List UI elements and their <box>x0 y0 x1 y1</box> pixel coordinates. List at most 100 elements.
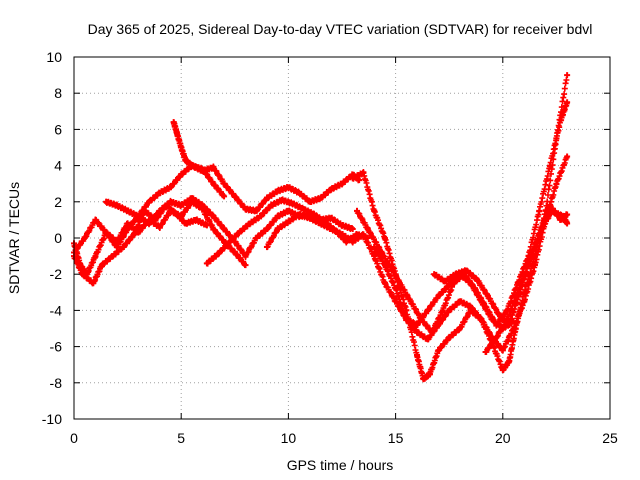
data-point <box>328 186 335 193</box>
data-point <box>178 144 185 151</box>
data-point <box>456 325 463 332</box>
y-tick-label: -2 <box>50 266 63 282</box>
data-point <box>564 72 571 79</box>
data-point <box>188 162 195 169</box>
data-point <box>499 367 506 374</box>
data-point <box>482 303 489 310</box>
data-point <box>182 220 189 227</box>
data-point <box>306 215 313 222</box>
data-point <box>510 325 517 332</box>
data-point <box>420 376 427 383</box>
data-point <box>317 195 324 202</box>
data-point <box>221 193 228 200</box>
data-point <box>403 316 410 323</box>
data-point <box>268 202 275 209</box>
data-point <box>124 207 131 214</box>
series-layer <box>71 72 571 383</box>
data-point <box>493 321 500 328</box>
data-point <box>484 292 491 299</box>
x-tick-label: 20 <box>495 430 511 446</box>
data-point <box>435 347 442 354</box>
y-tick-label: -4 <box>50 302 63 318</box>
data-point <box>392 298 399 305</box>
data-point <box>418 316 425 323</box>
data-point <box>349 238 356 245</box>
data-point <box>407 298 414 305</box>
data-point <box>221 180 228 187</box>
data-point <box>103 229 110 236</box>
data-point <box>285 184 292 191</box>
data-point <box>424 336 431 343</box>
data-point <box>199 168 206 175</box>
data-point <box>414 329 421 336</box>
data-point <box>381 280 388 287</box>
data-point <box>193 216 200 223</box>
data-point <box>450 280 457 287</box>
data-point <box>504 316 511 323</box>
data-point <box>173 130 180 137</box>
data-point <box>564 153 571 160</box>
data-point <box>478 316 485 323</box>
data-point <box>221 238 228 245</box>
data-point <box>371 244 378 251</box>
data-point <box>98 262 105 269</box>
data-point <box>467 303 474 310</box>
y-tick-label: 2 <box>54 194 62 210</box>
data-point <box>426 370 433 377</box>
data-point <box>557 216 564 223</box>
data-point <box>506 358 513 365</box>
data-point <box>156 189 163 196</box>
y-tick-label: 0 <box>54 230 62 246</box>
data-point <box>120 244 127 251</box>
data-point <box>285 218 292 225</box>
y-axis-label: SDTVAR / TECUs <box>6 182 22 294</box>
data-point <box>242 253 249 260</box>
y-tick-label: 8 <box>54 85 62 101</box>
x-tick-label: 25 <box>602 430 618 446</box>
chart-title: Day 365 of 2025, Sidereal Day-to-day VTE… <box>88 21 593 37</box>
data-point <box>113 238 120 245</box>
data-point <box>328 225 335 232</box>
data-point <box>514 280 521 287</box>
data-point <box>392 285 399 292</box>
data-point <box>236 229 243 236</box>
data-point <box>182 157 189 164</box>
data-point <box>414 352 421 359</box>
data-point <box>499 347 506 354</box>
data-point <box>414 321 421 328</box>
data-point <box>246 220 253 227</box>
y-tick-label: 6 <box>54 121 62 137</box>
data-point <box>141 207 148 214</box>
data-point <box>188 195 195 202</box>
data-point <box>381 262 388 269</box>
y-tick-label: -8 <box>50 375 63 391</box>
data-point <box>446 334 453 341</box>
data-point <box>231 193 238 200</box>
series-track-4 <box>170 119 363 215</box>
data-point <box>296 211 303 218</box>
y-tick-label: 10 <box>46 49 62 65</box>
data-point <box>156 224 163 231</box>
data-point <box>493 334 500 341</box>
data-point <box>452 271 459 278</box>
data-point <box>435 321 442 328</box>
data-point <box>354 207 361 214</box>
data-point <box>92 216 99 223</box>
data-point <box>557 117 564 124</box>
data-point <box>514 289 521 296</box>
data-point <box>506 321 513 328</box>
data-point <box>178 213 185 220</box>
series-track-12 <box>482 201 571 356</box>
data-point <box>300 206 307 213</box>
data-point <box>103 198 110 205</box>
data-point <box>349 225 356 232</box>
ticks: 0 5 10 15 20 25 -10 -8 -6 -4 -2 0 2 4 6 8 10 <box>42 49 618 446</box>
data-point <box>311 211 318 218</box>
data-point <box>435 292 442 299</box>
data-point <box>178 171 185 178</box>
data-point <box>339 222 345 229</box>
data-point <box>371 207 378 214</box>
data-point <box>79 271 86 278</box>
data-point <box>360 169 367 176</box>
